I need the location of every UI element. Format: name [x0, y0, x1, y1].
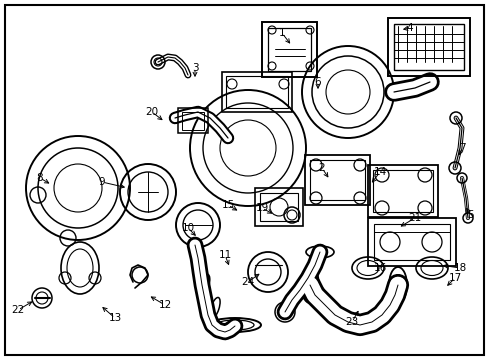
Bar — [393, 24, 463, 70]
Text: 12: 12 — [158, 300, 171, 310]
Bar — [260, 193, 297, 221]
Text: 13: 13 — [108, 313, 122, 323]
Bar — [373, 224, 449, 260]
Bar — [182, 112, 203, 130]
Text: 11: 11 — [218, 250, 231, 260]
Text: 15: 15 — [221, 200, 234, 210]
Text: 2: 2 — [318, 163, 325, 173]
Bar — [267, 28, 310, 71]
Bar — [309, 160, 364, 200]
Bar — [367, 165, 437, 217]
Bar — [225, 76, 287, 108]
Text: 8: 8 — [37, 173, 43, 183]
Bar — [254, 188, 303, 226]
Text: 5: 5 — [466, 210, 472, 220]
Bar — [387, 18, 469, 76]
Text: 17: 17 — [447, 273, 461, 283]
Text: 10: 10 — [181, 223, 194, 233]
Text: 14: 14 — [373, 167, 386, 177]
Text: 21: 21 — [407, 213, 421, 223]
Text: 4: 4 — [406, 23, 412, 33]
Bar — [262, 22, 316, 77]
Bar — [372, 170, 432, 212]
Text: 19: 19 — [255, 203, 268, 213]
Text: 9: 9 — [99, 177, 105, 187]
Text: 24: 24 — [241, 277, 254, 287]
Bar — [178, 108, 207, 133]
Text: 3: 3 — [191, 63, 198, 73]
Bar — [367, 218, 455, 266]
Text: 7: 7 — [458, 143, 465, 153]
Text: 22: 22 — [11, 305, 24, 315]
Bar — [222, 72, 291, 112]
Text: 16: 16 — [373, 263, 386, 273]
Bar — [305, 155, 369, 205]
Text: 20: 20 — [145, 107, 158, 117]
Text: 1: 1 — [278, 28, 285, 38]
Text: 23: 23 — [345, 317, 358, 327]
Text: 18: 18 — [452, 263, 466, 273]
Text: 6: 6 — [314, 77, 321, 87]
